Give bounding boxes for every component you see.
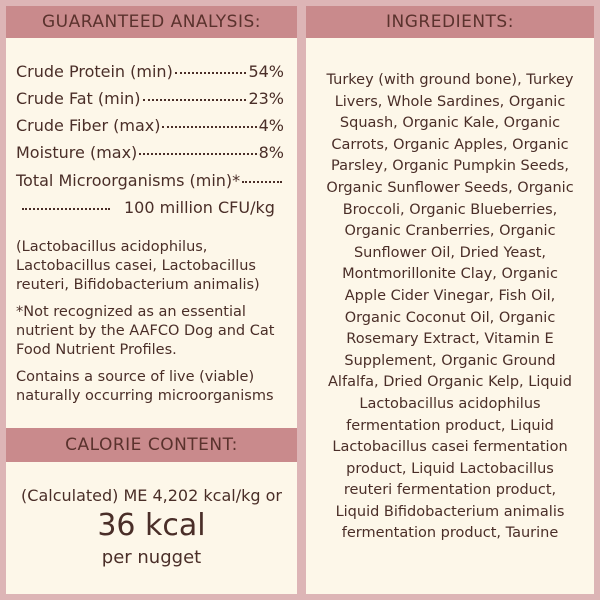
ingredient-line: fermentation product, Taurine [341,525,559,542]
leader [162,126,257,128]
ingredient-line: Rosemary Extract, Vitamin E [346,331,554,348]
ingredient-line: Alfalfa, Dried Organic Kelp, Liquid [328,374,572,391]
row-label: Crude Fat (min) [16,89,141,108]
leader [22,208,110,210]
note: *Not recognized as an essential nutrient… [16,304,275,358]
row-value: 8% [258,143,284,162]
calorie-header: CALORIE CONTENT: [6,428,297,462]
ingredient-line: reuteri fermentation product, [343,482,557,499]
ingredient-line: Apple Cider Vinegar, Fish Oil, [344,287,556,304]
calorie-big: 36 kcal [97,508,206,543]
row-value: 4% [258,116,284,135]
note: (Lactobacillus acidophilus, Lactobacillu… [16,239,260,293]
ingredient-line: Organic Cranberries, Organic [344,223,556,240]
ingredient-line: Sunflower Oil, Dried Yeast, [353,244,547,261]
ingredients-text: Turkey (with ground bone), Turkey Livers,… [310,70,590,545]
calorie-unit: per nugget [101,547,202,568]
ingredient-line: fermentation product, Liquid [346,417,554,434]
ingredient-line: Parsley, Organic Pumpkin Seeds, [331,158,569,175]
leader [139,153,257,155]
ingredient-line: Broccoli, Organic Blueberries, [342,201,558,218]
right-panel [306,6,594,594]
ingredient-line: Supplement, Organic Ground [344,352,556,369]
row-label: Crude Protein (min) [16,62,173,81]
ingredient-line: Squash, Organic Kale, Organic [339,115,561,132]
ingredient-line: Lactobacillus casei fermentation [332,439,568,456]
calorie-line: (Calculated) ME 4,202 kcal/kg or [21,486,282,505]
ingredient-line: Organic Coconut Oil, Organic [344,309,556,326]
analysis-row: Crude Protein (min) 54% [16,62,284,81]
analysis-header: GUARANTEED ANALYSIS: [6,6,297,38]
left-panel [6,6,297,594]
leader [174,72,247,74]
ingredient-line: Turkey (with ground bone), Turkey [326,72,574,88]
analysis-row: Crude Fat (min) 23% [16,89,284,108]
ingredient-line: Liquid Bifidobacterium animalis [335,503,565,520]
ingredient-line: Livers, Whole Sardines, Organic [334,93,566,110]
analysis-row: 100 million CFU/kg [16,198,284,217]
leader [142,99,247,101]
analysis-row: Moisture (max) 8% [16,143,284,162]
ingredient-line: Organic Sunflower Seeds, Organic [326,179,574,196]
row-label: Total Microorganisms (min)* [16,171,241,190]
row-value: 54% [248,62,284,81]
ingredient-line: Carrots, Organic Apples, Organic [331,136,569,153]
ingredient-line: product, Liquid Lactobacillus [346,460,554,477]
note: Contains a source of live (viable) natur… [16,369,274,404]
analysis-row: Crude Fiber (max) 4% [16,116,284,135]
ingredient-line: Montmorillonite Clay, Organic [342,266,558,283]
row-label: Crude Fiber (max) [16,116,161,135]
row-label: Moisture (max) [16,143,138,162]
row-value: 100 million CFU/kg [124,198,275,217]
row-value: 23% [248,89,284,108]
ingredients-header: INGREDIENTS: [306,6,594,38]
ingredient-line: Lactobacillus acidophilus [359,395,541,412]
leader [242,181,282,183]
analysis-row: Total Microorganisms (min)* [16,171,284,190]
